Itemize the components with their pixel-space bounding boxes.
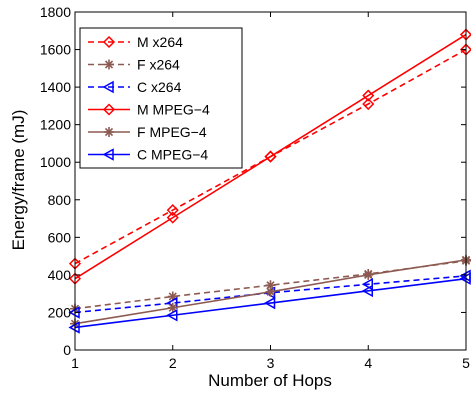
legend-label: C MPEG−4 xyxy=(137,147,208,163)
legend-label: M MPEG−4 xyxy=(137,102,210,118)
data-point-marker xyxy=(166,211,179,224)
axes: 1 2 3 4 5 0 200 400 600 800 1000 1200 1400 1600 1800 xyxy=(40,4,470,371)
series-layer xyxy=(68,28,471,334)
data-point-marker xyxy=(104,59,114,70)
y-axis-label: Energy/frame (mJ) xyxy=(9,110,28,251)
legend-entry: C x264 xyxy=(88,79,182,95)
data-point-marker-stroke xyxy=(104,60,114,69)
series-m-mpeg-4 xyxy=(68,28,471,285)
data-point-marker xyxy=(166,308,178,322)
series-line xyxy=(74,277,467,329)
data-point-marker-stroke xyxy=(104,127,114,137)
legend-entry: F MPEG−4 xyxy=(88,124,207,140)
data-point-marker xyxy=(104,127,114,137)
data-point-marker xyxy=(102,35,116,49)
y-tick-label: 400 xyxy=(48,267,72,283)
y-tick-label: 600 xyxy=(48,229,72,245)
y-tick-label: 800 xyxy=(48,192,72,208)
data-point-marker xyxy=(102,103,116,116)
x-axis-label: Number of Hops xyxy=(208,371,332,390)
data-point-marker-stroke xyxy=(168,292,177,301)
data-point-marker xyxy=(263,296,276,310)
data-point-marker xyxy=(361,284,373,298)
series-c-mpeg-4 xyxy=(68,272,471,334)
x-tick-label: 2 xyxy=(169,355,177,371)
y-tick-label: 1800 xyxy=(40,4,71,20)
series-line xyxy=(74,33,467,280)
x-tick-label: 3 xyxy=(267,355,275,371)
legend-label: C x264 xyxy=(137,79,182,95)
x-tick-label: 1 xyxy=(71,355,79,371)
legend-label: M x264 xyxy=(137,34,183,50)
x-tick-label: 5 xyxy=(462,355,470,371)
series-line xyxy=(74,260,467,310)
series-line xyxy=(74,275,467,314)
data-point-marker xyxy=(362,97,375,111)
y-tick-label: 1400 xyxy=(40,79,71,95)
data-point-marker xyxy=(361,278,373,291)
legend-label: F MPEG−4 xyxy=(137,124,207,140)
data-point-marker xyxy=(265,286,276,297)
data-point-marker-stroke xyxy=(266,281,275,290)
data-point-marker-stroke xyxy=(168,303,177,312)
legend-entry: C MPEG−4 xyxy=(88,147,208,163)
y-tick-label: 200 xyxy=(48,304,72,320)
data-point-marker xyxy=(167,302,178,313)
data-point-marker-stroke xyxy=(364,270,373,279)
legend: M x264 F x264 C x264 M MPEG−4 F MPEG−4 C MPEG… xyxy=(79,27,243,169)
legend-entry: M x264 xyxy=(88,34,183,50)
data-point-marker xyxy=(166,204,179,217)
x-tick-label: 4 xyxy=(364,355,372,371)
data-point-marker xyxy=(102,80,114,94)
y-tick-label: 1200 xyxy=(40,117,71,133)
y-tick-label: 1600 xyxy=(40,42,71,58)
y-tick-label: 1000 xyxy=(40,154,71,170)
data-point-marker xyxy=(102,148,114,161)
data-point-marker xyxy=(264,150,277,163)
data-point-marker xyxy=(363,269,374,280)
data-point-marker-stroke xyxy=(266,287,275,296)
legend-entry: F x264 xyxy=(88,57,180,73)
legend-entry: M MPEG−4 xyxy=(88,102,210,118)
legend-box xyxy=(79,27,243,169)
data-point-marker xyxy=(362,89,375,102)
y-tick-label: 0 xyxy=(63,342,71,358)
legend-label: F x264 xyxy=(137,57,180,73)
